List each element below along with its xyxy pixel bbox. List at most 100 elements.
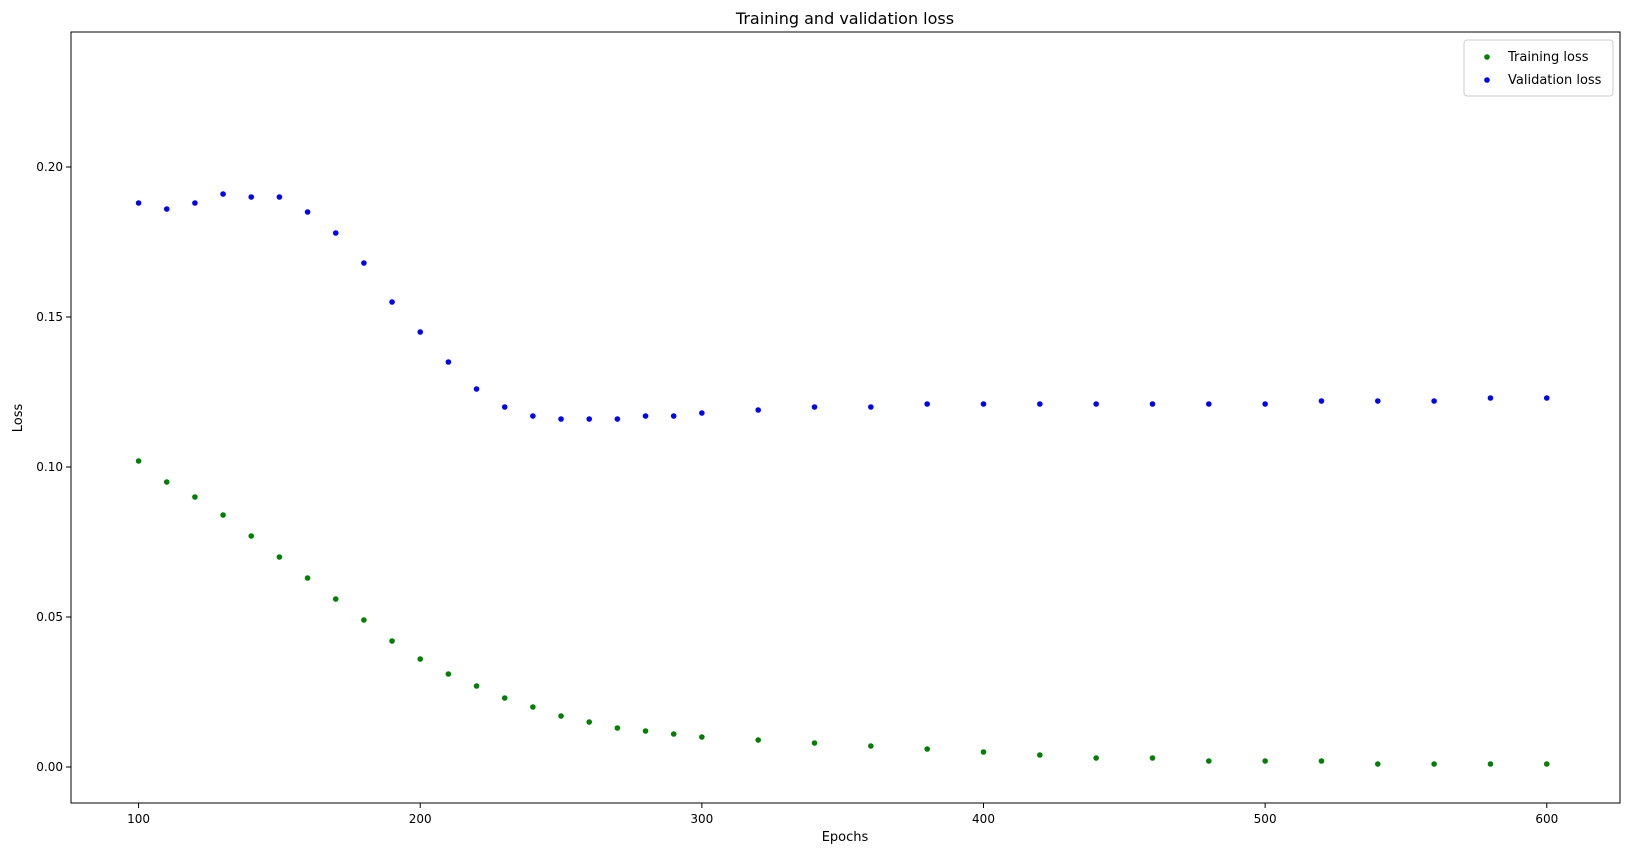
training-loss-point [1093, 755, 1099, 761]
training-loss-point [1543, 761, 1550, 767]
legend-label-validation: Validation loss [1508, 73, 1602, 88]
validation-loss-point [1262, 401, 1268, 407]
legend-marker-validation [1484, 77, 1490, 83]
training-loss-point [811, 740, 818, 746]
validation-loss-point [614, 416, 621, 422]
x-tick-label: 300 [690, 812, 713, 826]
y-tick-label: 0.00 [36, 760, 63, 774]
validation-loss-point [361, 260, 367, 266]
validation-loss-point [473, 386, 480, 392]
training-loss-point [417, 656, 424, 662]
x-tick-label: 500 [1254, 812, 1277, 826]
training-loss-point [332, 596, 339, 602]
validation-loss-point [1318, 398, 1325, 404]
training-loss-point [670, 731, 677, 737]
training-loss-point [586, 719, 593, 725]
training-loss-point [642, 728, 649, 734]
training-loss-point [530, 704, 536, 710]
validation-loss-point [980, 401, 987, 407]
validation-loss-point [924, 401, 930, 407]
training-loss-point [163, 479, 170, 485]
validation-loss-point [332, 230, 339, 236]
training-loss-point [501, 695, 508, 701]
training-loss-point [389, 638, 395, 644]
training-loss-point [445, 671, 452, 677]
training-loss-point [1262, 758, 1268, 764]
validation-loss-point [220, 191, 226, 197]
validation-loss-point [1374, 398, 1381, 404]
validation-loss-point [192, 200, 198, 206]
training-loss-point [1374, 761, 1381, 767]
validation-loss-point [445, 359, 452, 365]
plot-points [135, 191, 1550, 767]
y-tick-label: 0.10 [36, 460, 63, 474]
legend-marker-training [1484, 54, 1490, 60]
validation-loss-point [276, 194, 283, 200]
validation-loss-point [501, 404, 508, 410]
validation-loss-point [1487, 395, 1494, 401]
validation-loss-point [811, 404, 818, 410]
training-loss-point [135, 458, 142, 464]
training-loss-point [699, 734, 705, 740]
x-tick-label: 400 [972, 812, 995, 826]
validation-loss-point [163, 206, 170, 212]
validation-loss-point [670, 413, 677, 419]
training-loss-point [473, 683, 480, 689]
x-axis: 100 200 300 400 500 600 [127, 803, 1558, 826]
training-loss-point [980, 749, 987, 755]
training-loss-point [248, 533, 255, 539]
chart-title: Training and validation loss [735, 9, 954, 28]
validation-loss-point [1543, 395, 1550, 401]
validation-loss-point [642, 413, 649, 419]
validation-loss-series [135, 191, 1550, 422]
legend-box [1463, 39, 1614, 97]
training-loss-point [924, 746, 930, 752]
validation-loss-point [248, 194, 255, 200]
training-loss-point [1037, 752, 1043, 758]
training-loss-point [361, 617, 367, 623]
training-loss-point [1318, 758, 1325, 764]
x-axis-title: Epochs [822, 830, 869, 845]
legend: Training loss Validation loss [1463, 39, 1614, 97]
training-loss-point [755, 737, 761, 743]
validation-loss-point [1037, 401, 1043, 407]
training-loss-point [1487, 761, 1494, 767]
training-loss-point [276, 554, 283, 560]
validation-loss-point [699, 410, 705, 416]
training-loss-point [192, 494, 198, 500]
validation-loss-point [304, 209, 311, 215]
validation-loss-point [1149, 401, 1156, 407]
y-tick-label: 0.15 [36, 310, 63, 324]
plot-area-frame [70, 31, 1621, 804]
training-loss-point [868, 743, 874, 749]
y-tick-label: 0.20 [36, 160, 63, 174]
training-loss-series [135, 458, 1550, 767]
validation-loss-point [530, 413, 536, 419]
validation-loss-point [586, 416, 593, 422]
validation-loss-point [417, 329, 424, 335]
validation-loss-point [1431, 398, 1437, 404]
x-tick-label: 100 [127, 812, 150, 826]
validation-loss-point [1206, 401, 1212, 407]
training-loss-point [558, 713, 564, 719]
validation-loss-point [868, 404, 874, 410]
legend-label-training: Training loss [1507, 50, 1589, 65]
training-loss-point [614, 725, 621, 731]
training-loss-point [304, 575, 311, 581]
validation-loss-point [755, 407, 761, 413]
training-loss-point [1206, 758, 1212, 764]
y-tick-label: 0.05 [36, 610, 63, 624]
y-axis: 0.00 0.05 0.10 0.15 0.20 [36, 160, 71, 774]
x-tick-label: 200 [409, 812, 432, 826]
training-loss-point [1431, 761, 1437, 767]
training-loss-point [220, 512, 226, 518]
validation-loss-point [389, 299, 395, 305]
validation-loss-point [135, 200, 142, 206]
validation-loss-point [1093, 401, 1099, 407]
y-axis-title: Loss [11, 404, 26, 433]
training-loss-point [1149, 755, 1156, 761]
validation-loss-point [558, 416, 564, 422]
x-tick-label: 600 [1535, 812, 1558, 826]
